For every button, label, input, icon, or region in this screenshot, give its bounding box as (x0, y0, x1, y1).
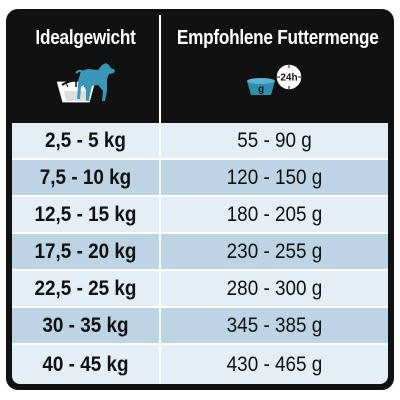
feeding-table: Idealgewicht (12, 15, 388, 384)
amount-cell: 280 - 300 g (226, 277, 323, 300)
bowl-unit-label: g (257, 84, 263, 95)
column-divider (159, 15, 161, 384)
weight-cell: 7,5 - 10 kg (39, 166, 132, 189)
row-divider (12, 269, 388, 271)
table-row: 22,5 - 25 kg 280 - 300 g (12, 271, 388, 306)
table-row: 2,5 - 5 kg 55 - 90 g (12, 123, 388, 158)
header-weight-column: Idealgewicht (12, 15, 159, 123)
amount-cell: 120 - 150 g (226, 166, 323, 189)
clock-label: 24h (280, 73, 297, 84)
amount-cell: 230 - 255 g (226, 240, 323, 263)
row-divider (12, 195, 388, 197)
weight-cell: 30 - 35 kg (42, 314, 129, 337)
row-divider (12, 343, 388, 345)
amount-cell: 430 - 465 g (226, 353, 323, 376)
weight-cell: 40 - 45 kg (42, 353, 129, 376)
table-row: 30 - 35 kg 345 - 385 g (12, 308, 388, 343)
header-amount-column: Empfohlene Futtermenge g 24h (161, 15, 388, 123)
amount-cell: 180 - 205 g (226, 203, 323, 226)
table-row: 7,5 - 10 kg 120 - 150 g (12, 160, 388, 195)
weight-cell: 2,5 - 5 kg (45, 129, 126, 152)
row-divider (12, 306, 388, 308)
dog-on-scale-icon (54, 61, 118, 112)
weight-column-title: Idealgewicht (35, 27, 136, 49)
weight-cell: 12,5 - 15 kg (34, 203, 137, 226)
amount-cell: 345 - 385 g (226, 314, 323, 337)
table-row: 12,5 - 15 kg 180 - 205 g (12, 197, 388, 232)
row-divider (12, 232, 388, 234)
table-row: 17,5 - 20 kg 230 - 255 g (12, 234, 388, 269)
table-header: Idealgewicht (12, 15, 388, 123)
amount-column-title: Empfohlene Futtermenge (176, 27, 379, 49)
table-row: 40 - 45 kg 430 - 465 g (12, 345, 388, 384)
row-divider (12, 158, 388, 160)
bowl-24h-clock-icon: g 24h (245, 61, 305, 106)
weight-cell: 17,5 - 20 kg (34, 240, 137, 263)
weight-cell: 22,5 - 25 kg (34, 277, 137, 300)
amount-cell: 55 - 90 g (237, 129, 312, 152)
feeding-table-frame: Idealgewicht (6, 9, 394, 390)
